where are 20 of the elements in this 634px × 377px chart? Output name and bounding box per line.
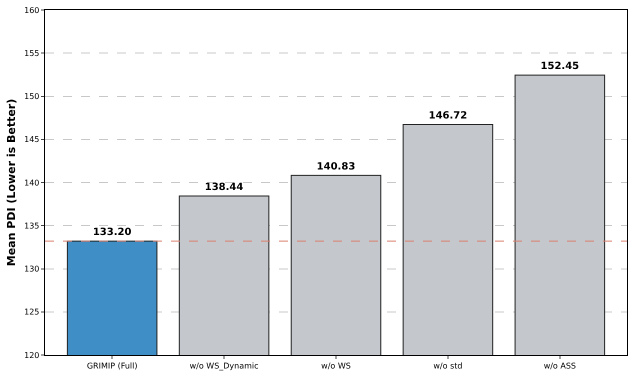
x-tick-label: w/o WS xyxy=(321,362,351,371)
data-label: 146.72 xyxy=(428,110,468,122)
data-label: 138.44 xyxy=(204,182,244,193)
y-tick-label: 130 xyxy=(24,264,40,274)
y-tick-label: 155 xyxy=(24,48,40,58)
y-tick-label: 135 xyxy=(24,221,40,230)
y-tick-label: 145 xyxy=(24,135,40,144)
data-label: 133.20 xyxy=(92,227,132,238)
y-tick-label: 150 xyxy=(24,92,40,102)
x-tick-label: GRIMIP (Full) xyxy=(86,362,138,371)
x-tick-label: w/o WS_Dynamic xyxy=(190,362,259,371)
x-tick-label: w/o ASS xyxy=(544,362,576,371)
y-tick-label: 125 xyxy=(24,308,40,317)
y-tick-label: 140 xyxy=(24,178,40,188)
y-axis-title: Mean PDI (Lower is Better) xyxy=(4,98,18,266)
data-label: 140.83 xyxy=(316,161,356,172)
y-tick-label: 160 xyxy=(24,6,40,15)
data-label: 152.45 xyxy=(540,61,580,72)
x-tick-label: w/o std xyxy=(433,362,462,371)
y-tick-label: 120 xyxy=(24,350,40,360)
